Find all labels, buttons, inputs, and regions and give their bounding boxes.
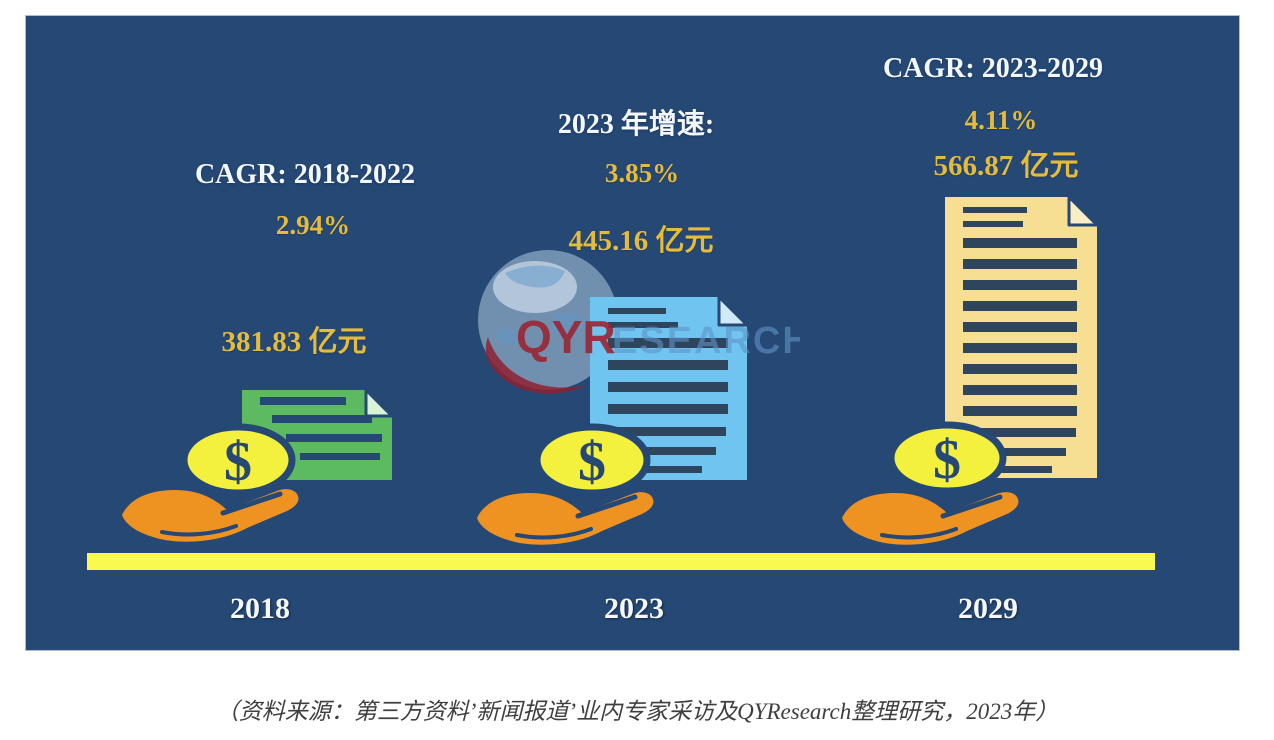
money-document-icon-2023: $: [477, 295, 749, 545]
column-title-2018: CAGR: 2018-2022: [194, 159, 416, 190]
tall-cream-document-icon: [945, 195, 1099, 478]
dollar-coin-icon: $: [887, 421, 1007, 495]
growth-rate-2029: 4.11%: [964, 105, 1038, 135]
hand-offering-icon: [477, 492, 654, 545]
qyresearch-globe-watermark: [478, 250, 618, 394]
dollar-sign: $: [578, 431, 606, 493]
column-title-2023: 2023 年增速:: [557, 109, 715, 140]
source-caption: （资料来源：第三方资料’新闻报道’业内专家采访及QYResearch整理研究，2…: [215, 699, 1059, 724]
watermark-text-research: ESEARCH: [612, 320, 800, 362]
growth-rate-2023: 3.85%: [604, 158, 680, 188]
growth-rate-2018: 2.94%: [275, 210, 351, 240]
market-value-2018: 381.83 亿元: [221, 326, 367, 358]
market-value-2023: 445.16 亿元: [568, 225, 714, 257]
dollar-sign: $: [933, 429, 961, 491]
watermark-text-qyr: QYR: [516, 311, 616, 363]
market-value-2029: 566.87 亿元: [933, 150, 1079, 182]
dollar-coin-icon: $: [180, 423, 296, 497]
column-title-2029: CAGR: 2023-2029: [882, 53, 1104, 84]
hand-offering-icon: [842, 492, 1019, 545]
dollar-sign: $: [224, 431, 252, 493]
money-document-icon-2029: $: [842, 195, 1099, 545]
red-crescent-icon: [485, 337, 586, 394]
year-label-2023: 2023: [604, 592, 664, 625]
qyresearch-watermark: QYR ESEARCH: [516, 311, 800, 363]
timeline-bar: [87, 553, 1155, 570]
money-document-icon-2018: $: [122, 388, 394, 542]
hand-offering-icon: [122, 489, 299, 542]
year-label-2029: 2029: [958, 592, 1018, 625]
year-label-2018: 2018: [230, 592, 290, 625]
dollar-coin-icon: $: [533, 423, 651, 497]
